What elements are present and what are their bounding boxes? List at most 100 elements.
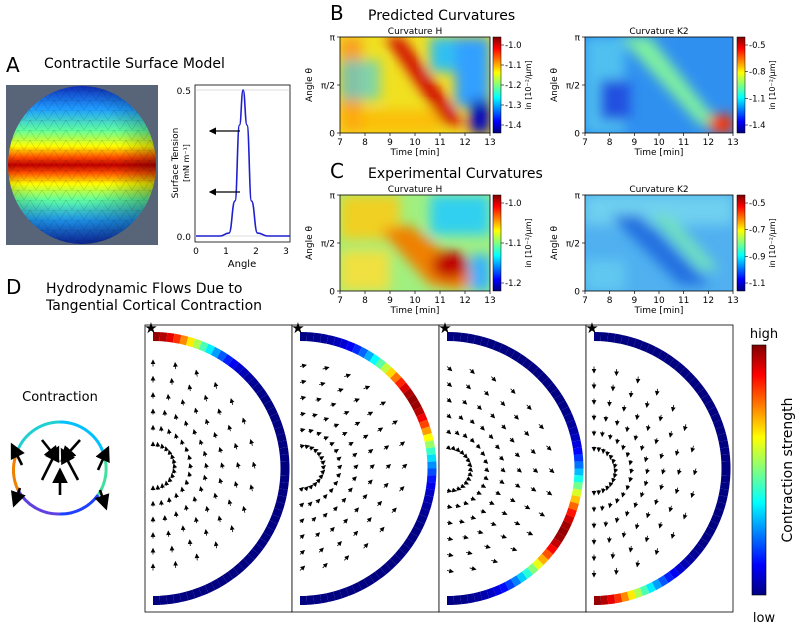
contraction-ring-segment (269, 412, 281, 423)
flow-arrow (462, 453, 468, 459)
flow-arrow (693, 468, 698, 476)
flow-arrow (659, 452, 665, 460)
contraction-ring-segment (192, 338, 202, 350)
flow-arrow (205, 505, 210, 513)
contraction-ring-segment (279, 475, 290, 483)
contraction-ring-segment (416, 514, 428, 525)
flow-arrow (500, 467, 506, 473)
contraction-ring-segment (403, 388, 415, 400)
flow-arrow (180, 439, 185, 445)
tension-ylabel-2: [mN m⁻¹] (182, 144, 191, 182)
flow-arrow (644, 535, 650, 543)
flow-arrow (446, 568, 454, 574)
contraction-ring-segment (498, 343, 509, 355)
contraction-ring-segment (385, 558, 397, 570)
flow-arrow (166, 393, 171, 401)
heatmap-predicted-h-title: Curvature H (388, 27, 442, 37)
flow-arrow (682, 512, 688, 520)
flow-arrow (173, 361, 178, 370)
panel-d-title-1: Hydrodynamic Flows Due to (46, 281, 243, 297)
flow-arrow (337, 388, 344, 393)
contraction-ring-segment (571, 488, 582, 497)
flow-arrow (399, 441, 406, 447)
flow-arrow (483, 390, 490, 396)
flow-arrow (320, 460, 326, 466)
flow-arrow (391, 420, 398, 426)
contraction-ring-segment (419, 507, 430, 518)
flow-arrow (621, 531, 627, 538)
flow-arrow (312, 481, 318, 487)
contraction-ring-segment (266, 406, 278, 417)
contraction-ring-segment (166, 594, 175, 605)
flow-arrow (172, 463, 178, 469)
flow-arrow (180, 525, 186, 532)
flow-arrow (322, 512, 328, 518)
heatmap-axes: 7 8 9 10 11 12 13 0 π/2 π Time [min] Angle θ 7 8 9 10 11… (305, 34, 739, 317)
flow-arrow (614, 419, 620, 426)
contraction-ring-segment (546, 382, 558, 394)
flow-arrow (369, 464, 375, 470)
flow-arrow (446, 413, 452, 419)
heatmap-xtick-label: 7 (337, 138, 343, 148)
flow-arrow (644, 401, 650, 408)
contraction-ring-segment (252, 382, 264, 394)
flow-arrow (463, 500, 469, 506)
contraction-ring-segment (238, 367, 250, 379)
contraction-ring-segment (421, 501, 432, 511)
flow-arrow (343, 555, 350, 561)
flow-arrow (174, 433, 179, 439)
contraction-ring-segment (426, 454, 437, 462)
contraction-ring-segment (247, 377, 260, 389)
heatmap-xtick-label: 8 (607, 296, 613, 306)
contraction-ring-segment (707, 520, 719, 531)
flow-arrow (187, 471, 193, 478)
flow-arrow (333, 448, 340, 454)
flow-arrow (455, 503, 461, 509)
flow-arrow (465, 457, 471, 463)
heatmap-xlabel: Time [min] (390, 148, 440, 158)
contraction-ring-segment (626, 589, 637, 601)
flow-arrow (299, 379, 307, 385)
flow-arrow (328, 487, 334, 494)
contraction-ring-segment (541, 377, 554, 389)
contraction-ring-segment (466, 333, 476, 344)
colorbar-tick-label: -1.1 (749, 279, 766, 289)
flow-arrow (307, 501, 313, 507)
panel-b-title: Predicted Curvatures (368, 8, 515, 24)
contraction-ring-segment (421, 426, 432, 436)
flow-arrow (621, 405, 627, 412)
flow-arrow (476, 404, 482, 410)
flow-arrow (670, 531, 676, 539)
contraction-ring-segment (166, 332, 175, 343)
contraction-ring-segment (222, 354, 234, 366)
contraction-ring-segment (516, 354, 528, 366)
flow-arrow (333, 423, 340, 429)
flow-arrow (488, 434, 494, 440)
flow-arrow (646, 424, 651, 432)
flow-arrow (480, 508, 487, 514)
contraction-ring-segment (399, 543, 411, 555)
flow-arrow (367, 411, 374, 417)
flow-arrow (180, 486, 185, 493)
flow-panels: ★ ★ ★ ★ (144, 319, 734, 613)
contraction-ring-segment (572, 447, 583, 456)
heatmap-ytick-label: 0 (574, 130, 580, 140)
flow-arrow (353, 398, 360, 403)
tension-plot: 0.5 0.0 0 1 2 3 Angle Surface Tension [m… (171, 84, 291, 270)
tension-xtick-0: 0 (193, 247, 199, 257)
contraction-ring-segment (563, 412, 575, 423)
flow-arrow (668, 431, 674, 438)
flow-arrow (184, 420, 189, 427)
flow-arrow (454, 430, 460, 436)
tension-ylabel-1: Surface Tension (171, 128, 181, 199)
flow-arrow (469, 437, 475, 443)
contraction-ring-segment (651, 346, 663, 359)
heatmap-xtick-label: 10 (653, 296, 665, 306)
flow-arrow (446, 504, 453, 510)
contraction-ring-segment (313, 332, 322, 343)
flow-arrow (187, 384, 193, 392)
contraction-ring-segment (279, 454, 290, 462)
panel-d-title-2: Tangential Cortical Contraction (45, 298, 262, 314)
contraction-ring-segment (204, 343, 215, 355)
